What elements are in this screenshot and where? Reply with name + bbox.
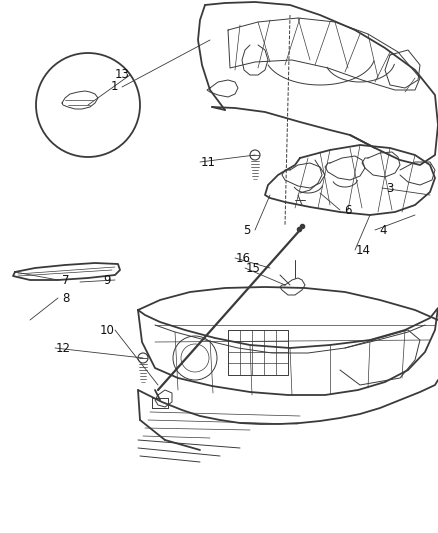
Text: 6: 6 [343,204,351,216]
Text: 7: 7 [62,273,70,287]
Text: 13: 13 [114,69,129,82]
Text: 9: 9 [103,273,110,287]
Text: 14: 14 [355,244,370,256]
Text: 5: 5 [243,223,250,237]
Text: 3: 3 [385,182,393,195]
Text: 12: 12 [55,342,71,354]
Text: 15: 15 [245,262,260,274]
Text: 16: 16 [235,252,250,264]
Text: 8: 8 [62,292,70,304]
Text: 11: 11 [200,156,215,168]
Text: 4: 4 [378,223,386,237]
Text: 1: 1 [110,80,117,93]
Text: 10: 10 [99,324,114,336]
